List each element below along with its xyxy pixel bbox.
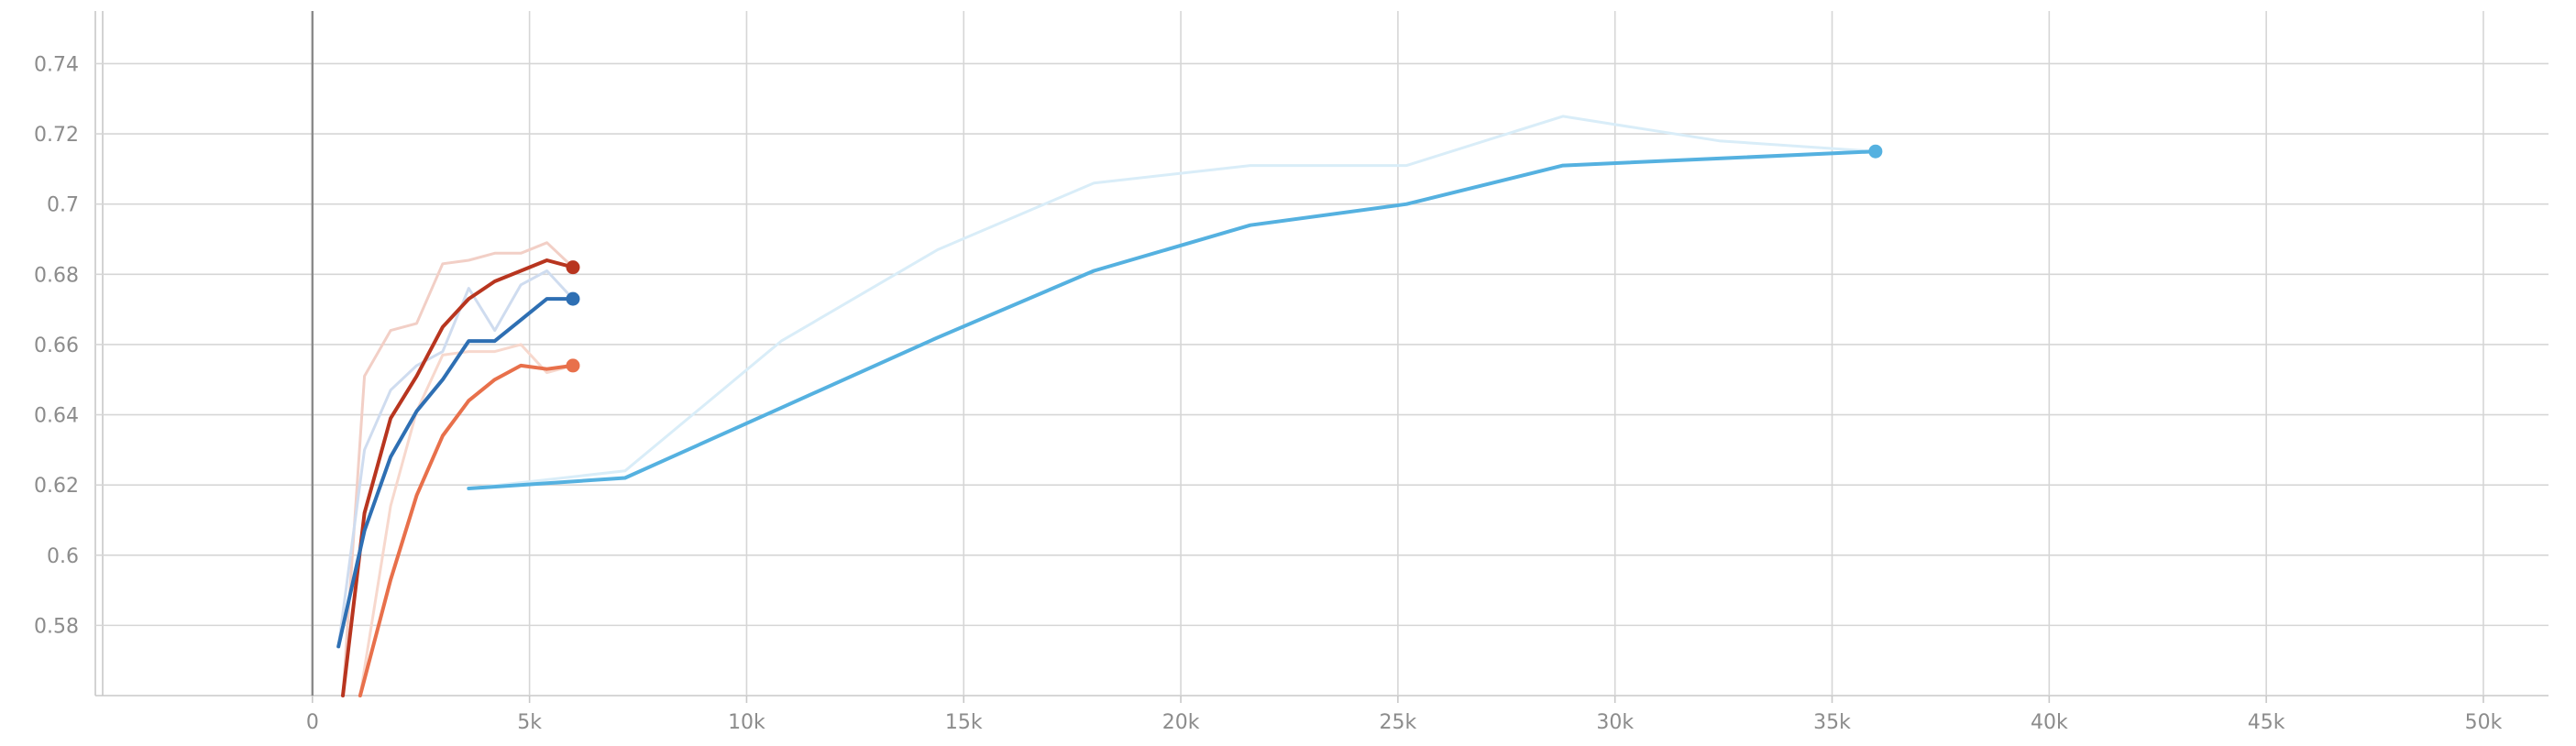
x-tick-label: 35k xyxy=(1813,711,1851,734)
x-tick-label: 25k xyxy=(1380,711,1417,734)
series-end-point-3[interactable] xyxy=(566,358,580,373)
x-tick-label: 30k xyxy=(1596,711,1634,734)
y-tick-label: 0.72 xyxy=(34,124,79,147)
grid xyxy=(94,11,2548,703)
x-tick-label: 40k xyxy=(2031,711,2068,734)
y-tick-label: 0.74 xyxy=(34,53,79,76)
raw-series-line-4 xyxy=(467,115,1877,490)
raw-series-line-2 xyxy=(336,269,575,648)
series-lines xyxy=(336,149,1877,697)
y-tick-label: 0.66 xyxy=(34,335,79,357)
series-line-3[interactable] xyxy=(358,363,575,697)
series-end-point-1[interactable] xyxy=(566,260,580,275)
raw-series-line-3 xyxy=(358,343,575,697)
y-tick-label: 0.62 xyxy=(34,475,79,498)
series-end-point-2[interactable] xyxy=(566,291,580,306)
series-end-point-4[interactable] xyxy=(1868,144,1883,159)
y-tick-label: 0.6 xyxy=(47,545,79,568)
series-line-1[interactable] xyxy=(341,258,575,697)
raw-series-lines xyxy=(336,115,1877,697)
series-line-2[interactable] xyxy=(336,297,575,649)
x-tick-label: 50k xyxy=(2465,711,2503,734)
y-tick-label: 0.7 xyxy=(47,194,79,217)
y-tick-label: 0.68 xyxy=(34,264,79,287)
series-end-markers xyxy=(566,144,1883,373)
x-tick-label: 45k xyxy=(2248,711,2285,734)
x-tick-label: 0 xyxy=(306,711,319,734)
x-tick-label: 15k xyxy=(945,711,983,734)
x-tick-label: 5k xyxy=(517,711,542,734)
series-line-4[interactable] xyxy=(467,149,1877,490)
x-tick-label: 20k xyxy=(1162,711,1200,734)
y-tick-label: 0.58 xyxy=(34,615,79,638)
x-tick-label: 10k xyxy=(728,711,765,734)
y-tick-label: 0.64 xyxy=(34,405,79,428)
tick-labels: 0.58 0.6 0.62 0.64 0.66 0.68 0.7 0.72 0.74 0 5k 10k… xyxy=(34,53,2503,734)
raw-series-line-1 xyxy=(341,241,575,697)
